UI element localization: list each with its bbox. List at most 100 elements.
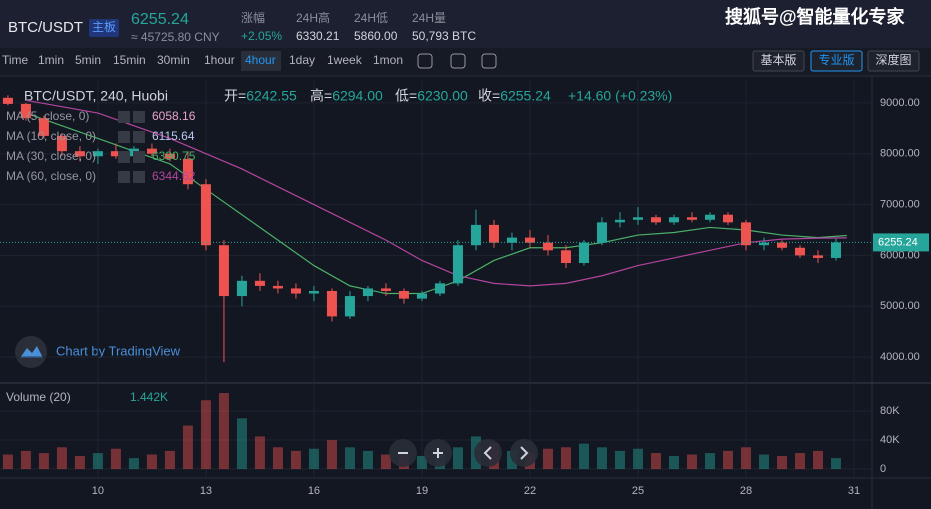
board: 主板 — [92, 20, 116, 34]
volume-bar — [452, 447, 463, 469]
volume-bar — [704, 453, 715, 469]
candle-body — [92, 151, 103, 157]
pair: BTC/USDT — [8, 19, 83, 36]
volume-bar — [776, 455, 787, 469]
volume-bar — [74, 455, 85, 469]
volume-bar — [218, 393, 229, 469]
volume-bar — [182, 425, 193, 469]
y-tick-label: 40K — [880, 434, 900, 446]
candle-body — [506, 237, 517, 243]
volume-bar — [110, 448, 121, 469]
attribution[interactable]: Chart by TradingView — [56, 343, 181, 358]
candle-body — [434, 283, 445, 294]
zoom-button[interactable] — [474, 439, 502, 467]
candle-body — [272, 285, 283, 289]
interval-button[interactable]: 1min — [38, 53, 64, 67]
volume-bar — [812, 450, 823, 469]
indicator-icon[interactable] — [118, 151, 130, 163]
indicator-icon[interactable] — [118, 111, 130, 123]
volume-bar — [20, 450, 31, 469]
candle-body — [686, 217, 697, 220]
candle-body — [830, 242, 841, 258]
tool-icon[interactable] — [417, 53, 433, 69]
candle-body — [182, 158, 193, 185]
volume-bar — [308, 448, 319, 469]
candle-body — [794, 247, 805, 256]
volume-bar — [668, 455, 679, 469]
view-button-bg[interactable] — [867, 50, 920, 72]
interval-button[interactable]: 1mon — [373, 53, 403, 67]
candle-body — [308, 290, 319, 294]
price-cny: ≈ 45725.80 CNY — [131, 30, 220, 44]
volume-bar — [542, 448, 553, 469]
volume-bar — [254, 436, 265, 469]
volume-bar — [596, 447, 607, 469]
interval-button[interactable]: Time — [2, 53, 29, 67]
volume-bar — [272, 447, 283, 469]
interval-button[interactable]: 4hour — [245, 53, 276, 67]
volume-bar — [200, 400, 211, 469]
ohlc-label: 开= — [224, 88, 246, 104]
candle-body — [776, 242, 787, 248]
volume-bar — [344, 447, 355, 469]
view-button[interactable]: 基本版 — [760, 53, 796, 67]
interval-button[interactable]: 1hour — [204, 53, 235, 67]
indicator-value: 6390.75 — [152, 149, 196, 163]
x-tick-label: 13 — [200, 485, 212, 497]
candle-body — [416, 293, 427, 299]
candle-body — [146, 148, 157, 154]
candle-body — [722, 214, 733, 223]
indicator-value: 6058.16 — [152, 109, 196, 123]
view-button[interactable]: 深度图 — [875, 52, 911, 67]
indicator-icon[interactable] — [133, 151, 145, 163]
tool-icon[interactable] — [481, 53, 497, 69]
indicator-icon[interactable] — [133, 171, 145, 183]
candle-body — [20, 103, 31, 119]
y-tick-label: 7000.00 — [880, 198, 920, 210]
x-tick-label: 28 — [740, 485, 752, 497]
interval-button[interactable]: 30min — [157, 53, 190, 67]
indicator-value: 6344.62 — [152, 169, 196, 183]
interval-button[interactable]: 15min — [113, 53, 146, 67]
view-button-bg[interactable] — [752, 50, 805, 72]
volume-title: Volume (20) — [6, 390, 71, 404]
candle-body — [704, 214, 715, 220]
last-price-box — [873, 233, 929, 252]
volume-bar — [128, 458, 139, 469]
price: 6255.24 — [131, 11, 189, 28]
volume-bar — [758, 454, 769, 469]
indicator-name: MA (5, close, 0) — [6, 109, 89, 123]
volume-bar — [56, 447, 67, 469]
interval-button[interactable]: 1day — [289, 53, 315, 67]
tool-icon[interactable] — [450, 53, 466, 69]
x-tick-label: 10 — [92, 485, 104, 497]
indicator-icon[interactable] — [133, 111, 145, 123]
volume-bar — [722, 450, 733, 469]
volume-bar — [326, 440, 337, 469]
x-tick-label: 25 — [632, 485, 644, 497]
candle-body — [578, 242, 589, 264]
candle-body — [74, 151, 85, 157]
indicator-icon[interactable] — [133, 131, 145, 143]
candle-body — [560, 250, 571, 264]
interval-button[interactable]: 1week — [327, 53, 363, 67]
ohlc-value: 6242.55 — [246, 88, 297, 104]
scroll-right-icon[interactable] — [520, 446, 529, 460]
y-tick-label: 4000.00 — [880, 351, 920, 363]
y-tick-label: 5000.00 — [880, 300, 920, 312]
y-tick-label: 0 — [880, 463, 886, 475]
candle-body — [614, 219, 625, 223]
zoom-in-icon[interactable] — [433, 448, 443, 458]
x-tick-label: 22 — [524, 485, 536, 497]
candle-body — [740, 222, 751, 246]
scroll-left-icon[interactable] — [483, 446, 492, 460]
ma-line — [25, 99, 847, 287]
interval-button[interactable]: 5min — [75, 53, 101, 67]
indicator-icon[interactable] — [118, 131, 130, 143]
view-button-bg[interactable] — [810, 50, 863, 72]
view-button[interactable]: 专业版 — [818, 52, 854, 67]
indicator-icon[interactable] — [118, 171, 130, 183]
zoom-button[interactable] — [510, 439, 538, 467]
candle-body — [398, 290, 409, 299]
